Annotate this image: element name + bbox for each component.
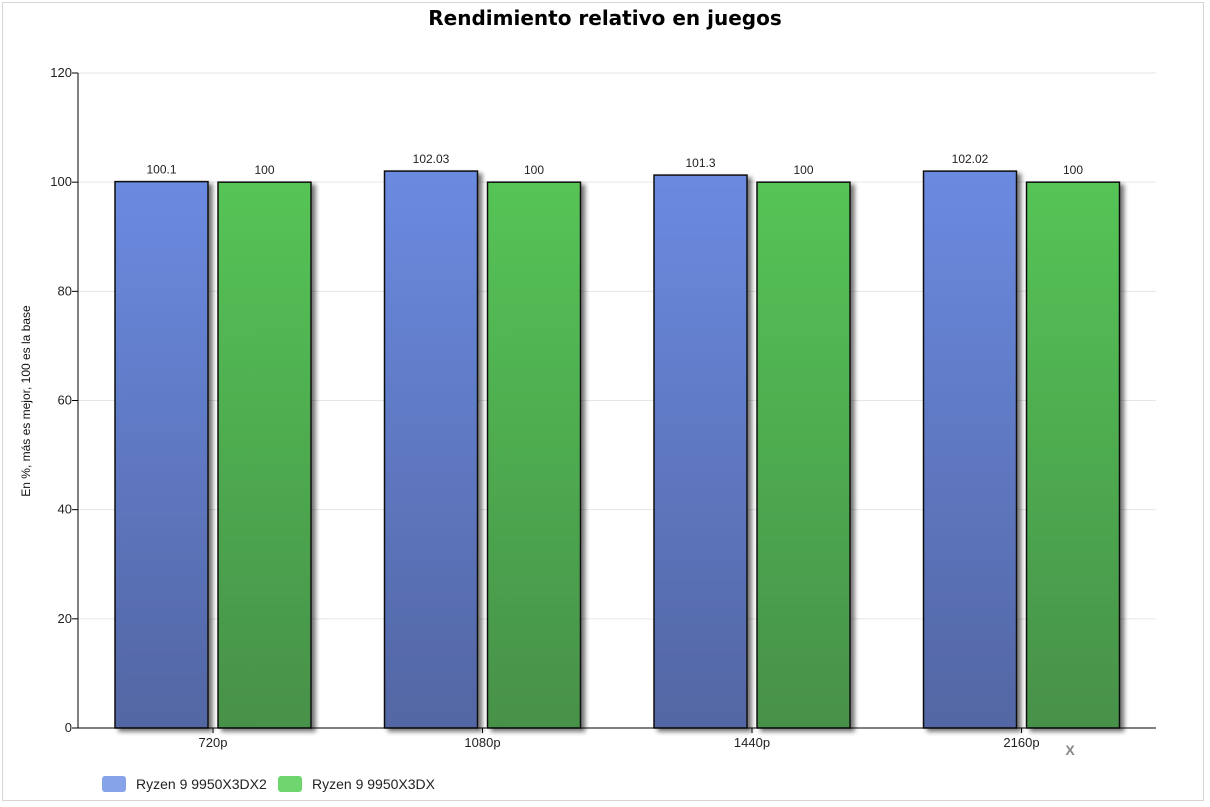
chart-title: Rendimiento relativo en juegos — [428, 6, 781, 30]
data-label: 100 — [1063, 163, 1083, 177]
legend-swatch-ryzen-9-9950x3dx[interactable] — [278, 776, 302, 792]
y-axis-title: En %, más es mejor, 100 es la base — [19, 305, 33, 497]
legend-swatch-ryzen-9-9950x3dx2[interactable] — [102, 776, 126, 792]
legend-label-ryzen-9-9950x3dx[interactable]: Ryzen 9 9950X3DX — [312, 776, 436, 792]
y-tick-label: 80 — [58, 283, 72, 298]
y-tick-label: 60 — [58, 393, 72, 408]
data-label: 100 — [524, 163, 544, 177]
y-tick-label: 0 — [65, 720, 72, 735]
y-tick-label: 40 — [58, 502, 72, 517]
close-icon[interactable]: X — [1065, 742, 1075, 758]
bar-2160p-ryzen-9-9950x3dx2[interactable] — [922, 170, 1018, 729]
y-tick-label: 20 — [58, 611, 72, 626]
x-tick-label: 720p — [199, 735, 228, 750]
bar-1080p-ryzen-9-9950x3dx[interactable] — [486, 181, 582, 729]
data-label: 101.3 — [685, 156, 715, 170]
data-label: 100.1 — [146, 163, 176, 177]
data-labels: 100.1 100 102.03 100 101.3 100 102.02 100 — [146, 152, 1083, 177]
bar-1080p-ryzen-9-9950x3dx2[interactable] — [383, 170, 479, 729]
bar-1440p-ryzen-9-9950x3dx2[interactable] — [653, 174, 748, 729]
bars — [114, 170, 1121, 729]
legend-label-ryzen-9-9950x3dx2[interactable]: Ryzen 9 9950X3DX2 — [136, 776, 267, 792]
x-axis-labels: 720p 1080p 1440p 2160p — [199, 728, 1040, 750]
data-label: 102.02 — [952, 152, 989, 166]
bar-720p-ryzen-9-9950x3dx2[interactable] — [114, 180, 209, 729]
y-tick-label: 120 — [50, 65, 72, 80]
data-label: 100 — [254, 163, 274, 177]
data-label: 100 — [793, 163, 813, 177]
x-tick-label: 1440p — [734, 735, 770, 750]
x-tick-label: 1080p — [464, 735, 500, 750]
y-axis-ticks: 0 20 40 60 80 100 120 — [50, 65, 78, 735]
x-tick-label: 2160p — [1003, 735, 1039, 750]
data-label: 102.03 — [413, 152, 450, 166]
bar-2160p-ryzen-9-9950x3dx[interactable] — [1025, 181, 1121, 729]
legend[interactable]: Ryzen 9 9950X3DX2 Ryzen 9 9950X3DX — [102, 776, 436, 792]
y-tick-label: 100 — [50, 174, 72, 189]
bar-1440p-ryzen-9-9950x3dx[interactable] — [756, 181, 851, 729]
bar-720p-ryzen-9-9950x3dx[interactable] — [217, 181, 312, 729]
